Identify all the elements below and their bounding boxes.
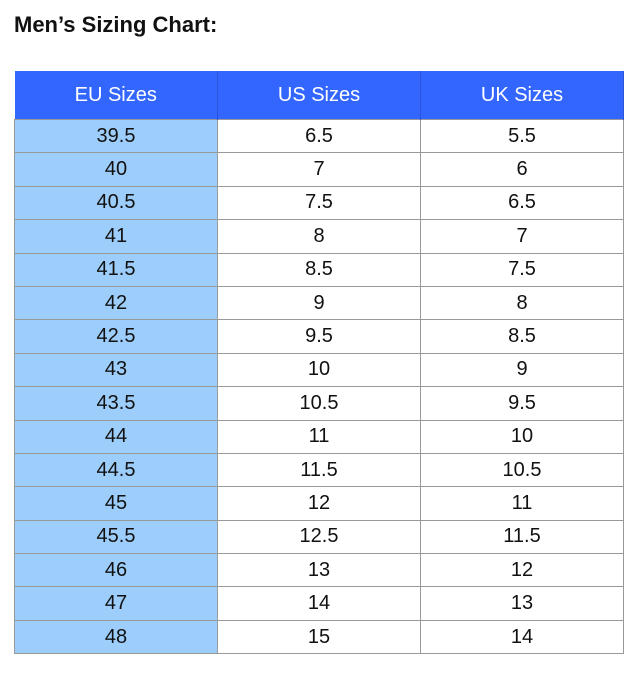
table-row: 48 15 14 [14,619,624,655]
table-row: 47 14 13 [14,586,624,621]
table-cell: 46 [14,553,218,588]
table-cell: 42.5 [14,319,218,354]
title: Men’s Sizing Chart: [14,12,218,37]
table-cell: 45.5 [14,519,218,555]
table-cell: 11.5 [420,519,624,555]
table-cell: 9.5 [420,386,624,421]
table-row: 44.5 11.5 10.5 [14,452,624,488]
table-cell: 43 [14,352,218,388]
table-cell: 9.5 [217,319,421,354]
table-cell: 8.5 [217,252,421,287]
table-cell: 5.5 [420,118,624,154]
table-cell: 15 [217,619,421,655]
table-cell: 7 [420,219,624,254]
header-cell: US Sizes [217,71,421,120]
table-row: 39.5 6.5 5.5 [14,118,624,154]
table-cell: 6 [420,152,624,187]
table-cell: 45 [14,486,218,521]
table-cell: 12.5 [217,519,421,555]
table-row: 40 7 6 [14,152,624,187]
table-cell: 39.5 [14,118,218,154]
table-cell: 11 [217,419,421,454]
table-cell: 8 [420,285,624,321]
header-cell: UK Sizes [420,71,624,120]
table-cell: 48 [14,619,218,655]
table-cell: 14 [420,619,624,655]
table-cell: 12 [420,553,624,588]
table-row: 45.5 12.5 11.5 [14,519,624,555]
table-cell: 10 [217,352,421,388]
table-row: 43 10 9 [14,352,624,388]
table-cell: 13 [420,586,624,621]
table-row: 43.5 10.5 9.5 [14,386,624,421]
table-cell: 14 [217,586,421,621]
table-cell: 10 [420,419,624,454]
table-row: 45 12 11 [14,486,624,521]
table-cell: 9 [420,352,624,388]
table-body: 39.5 6.5 5.5 40 7 6 40.5 7.5 6.5 41 8 7 41.5 8.5 7.5 42… [14,118,624,655]
table-cell: 11 [420,486,624,521]
table-cell: 12 [217,486,421,521]
header-row: EU Sizes US Sizes UK Sizes [14,71,624,120]
table-cell: 10.5 [217,386,421,421]
table-cell: 7 [217,152,421,187]
table-cell: 7.5 [217,185,421,221]
table-row: 42 9 8 [14,285,624,321]
table-cell: 47 [14,586,218,621]
table-cell: 43.5 [14,386,218,421]
sizing-table: EU Sizes US Sizes UK Sizes 39.5 6.5 5.5 40 7 6 4… [14,71,624,655]
table-cell: 40 [14,152,218,187]
table-cell: 9 [217,285,421,321]
table-cell: 10.5 [420,452,624,488]
table-cell: 44 [14,419,218,454]
table-cell: 42 [14,285,218,321]
table-cell: 41.5 [14,252,218,287]
table-row: 44 11 10 [14,419,624,454]
table-cell: 11.5 [217,452,421,488]
table-row: 46 13 12 [14,553,624,588]
table-row: 42.5 9.5 8.5 [14,319,624,354]
table-cell: 41 [14,219,218,254]
table-row: 41.5 8.5 7.5 [14,252,624,287]
table-row: 41 8 7 [14,219,624,254]
table-cell: 6.5 [420,185,624,221]
header-cell: EU Sizes [14,71,218,120]
table-cell: 44.5 [14,452,218,488]
table-cell: 7.5 [420,252,624,287]
table-cell: 8 [217,219,421,254]
table-row: 40.5 7.5 6.5 [14,185,624,221]
table-cell: 40.5 [14,185,218,221]
table-cell: 8.5 [420,319,624,354]
table-cell: 13 [217,553,421,588]
table-cell: 6.5 [217,118,421,154]
